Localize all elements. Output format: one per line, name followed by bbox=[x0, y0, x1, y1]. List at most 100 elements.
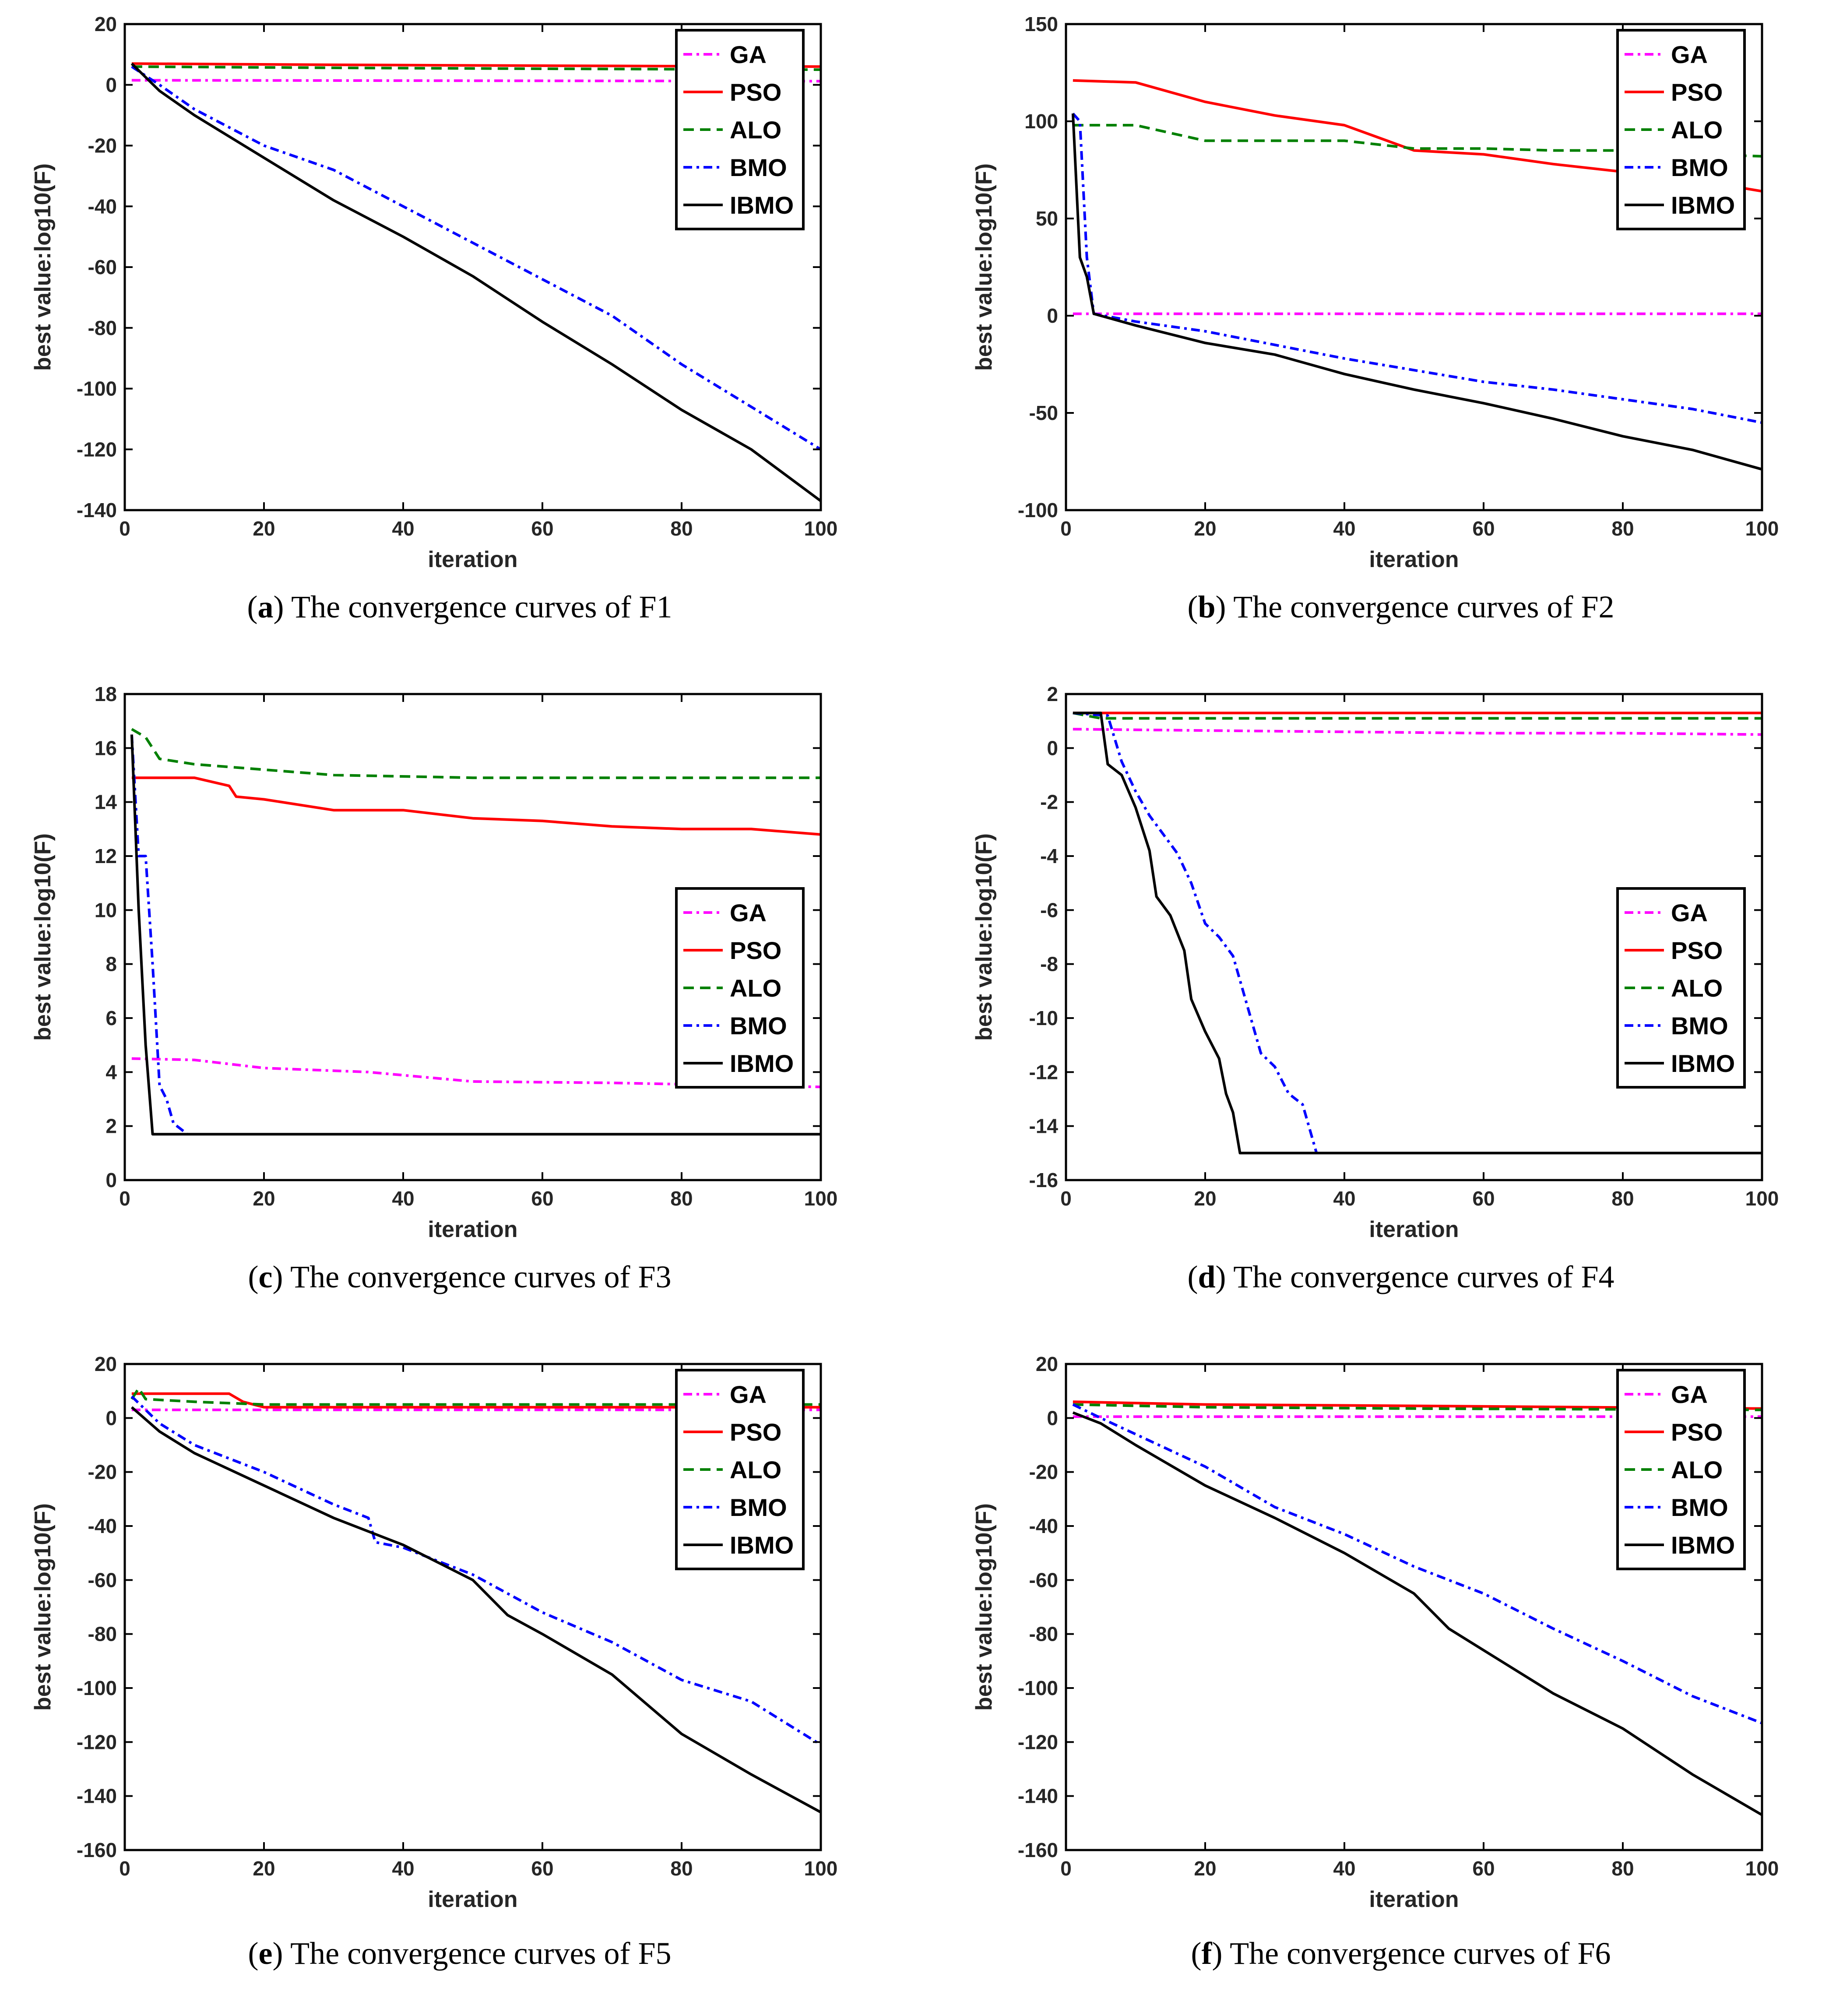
axes-frame bbox=[123, 1363, 822, 1851]
chart-panel-c: 0 20 40 60 80 100 0 2 4 6 8 10 12 14 16 18 iteration best… bbox=[0, 670, 893, 1248]
series-line-alo bbox=[131, 728, 821, 779]
y-tick-label: -6 bbox=[1040, 899, 1058, 921]
y-axis-label: best value:log10(F) bbox=[30, 1503, 56, 1711]
legend-label-ga: GA bbox=[1671, 1381, 1708, 1408]
x-tick-label: 60 bbox=[1472, 517, 1495, 540]
legend-label-bmo: BMO bbox=[1671, 154, 1728, 181]
y-tick-label: 4 bbox=[106, 1061, 117, 1083]
y-axis-label: best value:log10(F) bbox=[30, 833, 56, 1041]
y-tick-label: -60 bbox=[1029, 1568, 1058, 1591]
y-tick-label: -20 bbox=[88, 1461, 117, 1484]
y-tick-label: -140 bbox=[1018, 1785, 1058, 1808]
y-tick-label: 8 bbox=[106, 953, 117, 976]
legend-label-ga: GA bbox=[1671, 899, 1708, 927]
x-tick-label: 0 bbox=[119, 517, 130, 540]
y-tick-label: 18 bbox=[95, 683, 117, 705]
x-tick-label: 40 bbox=[392, 517, 414, 540]
legend: GA PSO ALO BMO IBMO bbox=[1616, 29, 1746, 230]
x-tick-label: 80 bbox=[1611, 517, 1634, 540]
caption-f: (f) The convergence curves of F6 bbox=[1191, 1936, 1611, 1971]
y-tick-label: 100 bbox=[1024, 110, 1058, 133]
y-tick-label: -80 bbox=[88, 317, 117, 339]
x-tick-label: 100 bbox=[804, 1857, 838, 1880]
chart-panel-d: 0 20 40 60 80 100 -16 -14 -12 -10 -8 -6 -4 -2 0 2 iterat… bbox=[941, 670, 1834, 1248]
y-tick-label: 150 bbox=[1024, 13, 1058, 35]
x-tick-label: 40 bbox=[1333, 1187, 1355, 1210]
y-tick-label: -60 bbox=[88, 256, 117, 278]
y-tick-label: -140 bbox=[77, 499, 117, 522]
series-line-ga bbox=[131, 79, 821, 83]
x-tick-label: 40 bbox=[392, 1857, 414, 1880]
x-tick-label: 20 bbox=[1194, 517, 1216, 540]
x-tick-label: 60 bbox=[531, 517, 553, 540]
legend-label-bmo: BMO bbox=[1671, 1012, 1728, 1040]
series-line-pso bbox=[1073, 1400, 1762, 1410]
series-line-bmo bbox=[130, 734, 188, 1135]
x-axis-label: iteration bbox=[428, 1217, 517, 1242]
y-tick-label: -40 bbox=[88, 195, 117, 218]
legend-label-bmo: BMO bbox=[730, 154, 787, 181]
axes-frame bbox=[1065, 23, 1763, 511]
legend-label-ga: GA bbox=[730, 41, 767, 68]
series-line-alo bbox=[130, 1387, 821, 1406]
y-tick-label: -16 bbox=[1029, 1169, 1058, 1191]
legend: GA PSO ALO BMO IBMO bbox=[1616, 1369, 1746, 1570]
y-tick-label: 14 bbox=[95, 791, 117, 814]
legend-box bbox=[1616, 887, 1746, 1089]
y-tick-label: -50 bbox=[1029, 402, 1058, 424]
x-axis-label: iteration bbox=[428, 1887, 517, 1912]
x-tick-label: 60 bbox=[1472, 1187, 1495, 1210]
x-axis-label: iteration bbox=[1369, 1887, 1459, 1912]
x-tick-label: 100 bbox=[1745, 1187, 1779, 1210]
axes-frame bbox=[1065, 1363, 1763, 1851]
y-tick-label: -12 bbox=[1029, 1061, 1058, 1083]
series-line-bmo bbox=[1072, 113, 1762, 424]
legend-label-alo: ALO bbox=[1671, 974, 1723, 1002]
series-line-ibmo bbox=[1073, 712, 1762, 1155]
legend-label-pso: PSO bbox=[730, 937, 781, 964]
caption-b: (b) The convergence curves of F2 bbox=[1187, 589, 1614, 624]
x-tick-label: 20 bbox=[253, 517, 275, 540]
legend-box bbox=[1616, 29, 1746, 230]
y-axis-label: best value:log10(F) bbox=[971, 833, 997, 1041]
axes-frame bbox=[123, 693, 822, 1181]
legend-label-ibmo: IBMO bbox=[730, 191, 794, 219]
y-tick-label: 0 bbox=[106, 74, 117, 96]
y-tick-label: -2 bbox=[1040, 791, 1058, 814]
legend-label-ibmo: IBMO bbox=[730, 1531, 794, 1559]
y-tick-label: 20 bbox=[1036, 1353, 1058, 1375]
x-tick-label: 100 bbox=[804, 517, 838, 540]
caption-e: (e) The convergence curves of F5 bbox=[248, 1936, 672, 1971]
y-tick-label: 0 bbox=[1047, 1406, 1058, 1429]
y-tick-label: -100 bbox=[77, 1677, 117, 1699]
legend-label-pso: PSO bbox=[1671, 1418, 1723, 1446]
legend-label-ibmo: IBMO bbox=[1671, 191, 1735, 219]
series-line-ibmo bbox=[1072, 1411, 1762, 1816]
chart-panel-a: 0 20 40 60 80 100 -140 -120 -100 -80 -60 -40 -20 0 20 i… bbox=[0, 0, 893, 578]
x-tick-label: 0 bbox=[1060, 1857, 1072, 1880]
legend-label-pso: PSO bbox=[1671, 78, 1723, 106]
y-tick-label: 0 bbox=[106, 1169, 117, 1191]
x-tick-label: 40 bbox=[1333, 1857, 1355, 1880]
legend: GA PSO ALO BMO IBMO bbox=[675, 29, 805, 230]
y-axis-label: best value:log10(F) bbox=[971, 163, 997, 371]
caption-c: (c) The convergence curves of F3 bbox=[248, 1259, 672, 1294]
series-line-bmo bbox=[130, 1395, 821, 1746]
y-tick-label: 0 bbox=[106, 1406, 117, 1429]
legend-label-alo: ALO bbox=[1671, 116, 1723, 144]
y-tick-label: -140 bbox=[77, 1785, 117, 1808]
y-tick-label: -40 bbox=[88, 1515, 117, 1537]
legend-label-ga: GA bbox=[730, 1381, 767, 1408]
y-tick-label: -80 bbox=[1029, 1623, 1058, 1646]
y-tick-label: 10 bbox=[95, 899, 117, 921]
y-tick-label: 20 bbox=[95, 1353, 117, 1375]
y-tick-label: -14 bbox=[1029, 1115, 1059, 1138]
series-line-alo bbox=[1073, 712, 1762, 720]
y-tick-label: 16 bbox=[95, 737, 117, 759]
y-tick-label: -20 bbox=[88, 134, 117, 157]
legend: GA PSO ALO BMO IBMO bbox=[675, 1369, 805, 1570]
series-line-bmo bbox=[1072, 1403, 1762, 1724]
chart-svg-e: 0 20 40 60 80 100 -160 -140 -120 -100 -80 -60 -40 -20… bbox=[30, 1353, 838, 1912]
y-tick-label: -60 bbox=[88, 1568, 117, 1591]
legend-label-pso: PSO bbox=[730, 78, 781, 106]
